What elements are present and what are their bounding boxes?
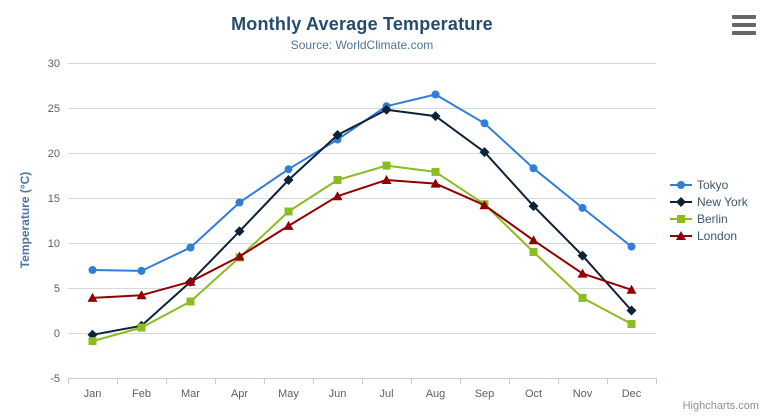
data-point-marker <box>283 220 294 230</box>
x-axis-tick-label: Sep <box>475 388 495 400</box>
legend-marker-shape <box>676 230 686 240</box>
legend-marker-shape <box>677 214 685 223</box>
hamburger-bar <box>732 31 756 35</box>
data-point-marker <box>87 292 98 302</box>
data-point-marker <box>627 242 636 251</box>
data-point-marker <box>577 250 588 261</box>
diamond-legend-marker-icon <box>670 196 692 207</box>
data-point-marker <box>137 266 146 275</box>
x-axis-tick-label: Dec <box>622 388 642 400</box>
data-point-marker <box>431 90 440 99</box>
legend-item-london[interactable]: London <box>670 227 748 244</box>
y-axis-tick-label: -5 <box>50 373 60 385</box>
x-axis-tick-label: Feb <box>132 388 151 400</box>
data-point-marker <box>88 266 97 274</box>
legend-label: London <box>697 228 738 243</box>
data-point-marker <box>627 320 636 328</box>
data-point-marker <box>431 167 440 176</box>
y-axis-tick-label: 30 <box>48 58 60 70</box>
hamburger-bar <box>732 15 756 19</box>
data-point-marker <box>529 248 538 256</box>
data-point-marker <box>577 268 588 278</box>
data-point-marker <box>528 235 539 245</box>
data-point-marker <box>234 251 245 261</box>
legend-item-new-york[interactable]: New York <box>670 193 748 210</box>
data-point-marker <box>626 284 637 294</box>
data-point-marker <box>235 198 244 207</box>
series-tokyo <box>88 90 636 275</box>
x-axis: Jan Feb Mar Apr May Jun Jul Aug Sep Oct Nov Dec <box>68 378 657 400</box>
data-point-marker <box>137 323 146 332</box>
data-point-marker <box>479 200 490 210</box>
legend-marker-shape <box>677 180 685 189</box>
y-axis-title: Temperature (°C) <box>18 171 32 269</box>
data-point-marker <box>381 104 392 115</box>
legend-item-berlin[interactable]: Berlin <box>670 210 748 227</box>
data-point-marker <box>480 119 489 128</box>
y-axis-tick-label: 15 <box>48 193 60 205</box>
x-axis-tick-label: Aug <box>426 388 446 400</box>
data-point-marker <box>578 293 587 302</box>
data-point-marker <box>186 243 195 252</box>
data-point-marker <box>185 276 196 286</box>
data-point-marker <box>430 178 441 188</box>
data-point-marker <box>332 191 343 201</box>
data-point-marker <box>382 161 391 170</box>
y-axis-tick-label: 5 <box>54 283 60 295</box>
y-axis-tick-label: 0 <box>54 328 60 340</box>
data-point-marker <box>284 165 293 174</box>
square-legend-marker-icon <box>670 214 692 223</box>
hamburger-icon[interactable] <box>732 15 756 35</box>
legend-label: Tokyo <box>697 177 729 192</box>
data-point-marker <box>136 290 147 300</box>
data-point-marker <box>381 175 392 184</box>
circle-legend-marker-icon <box>670 180 692 189</box>
credits-link[interactable]: Highcharts.com <box>682 400 759 412</box>
chart-subtitle: Source: WorldClimate.com <box>290 38 434 52</box>
data-point-marker <box>626 305 637 316</box>
series-new-york <box>87 104 637 340</box>
legend-label: Berlin <box>697 211 728 226</box>
data-point-marker <box>284 207 293 216</box>
legend-label: New York <box>697 194 748 209</box>
data-point-marker <box>283 175 294 185</box>
x-axis-tick-label: Mar <box>181 388 200 400</box>
data-point-marker <box>578 203 587 212</box>
chart-title: Monthly Average Temperature <box>231 14 493 34</box>
y-gridlines: -5 0 5 10 15 20 25 30 <box>48 58 656 385</box>
y-axis-tick-label: 10 <box>48 238 60 250</box>
data-point-marker <box>333 176 342 184</box>
hamburger-bar <box>732 23 756 27</box>
x-axis-tick-label: Nov <box>573 388 593 400</box>
legend: Tokyo New York Berlin London <box>670 176 748 244</box>
data-point-marker <box>529 164 538 173</box>
x-axis-tick-label: Jun <box>329 388 347 400</box>
legend-marker-shape <box>676 196 686 207</box>
triangle-legend-marker-icon <box>670 230 692 240</box>
y-axis-tick-label: 25 <box>48 103 60 115</box>
x-axis-tick-label: Jan <box>84 388 102 400</box>
data-point-marker <box>234 226 245 237</box>
x-axis-tick-label: May <box>278 388 299 400</box>
data-point-marker <box>186 297 195 306</box>
series-london <box>87 175 637 302</box>
x-axis-tick-label: Jul <box>379 388 393 400</box>
data-point-marker <box>479 147 490 158</box>
data-point-marker <box>332 130 343 140</box>
data-point-marker <box>528 201 539 212</box>
legend-item-tokyo[interactable]: Tokyo <box>670 176 748 193</box>
y-axis-tick-label: 20 <box>48 148 60 160</box>
data-point-marker <box>430 111 441 122</box>
x-axis-tick-label: Oct <box>525 388 542 400</box>
data-point-marker <box>88 337 97 346</box>
x-axis-tick-label: Apr <box>231 388 248 400</box>
